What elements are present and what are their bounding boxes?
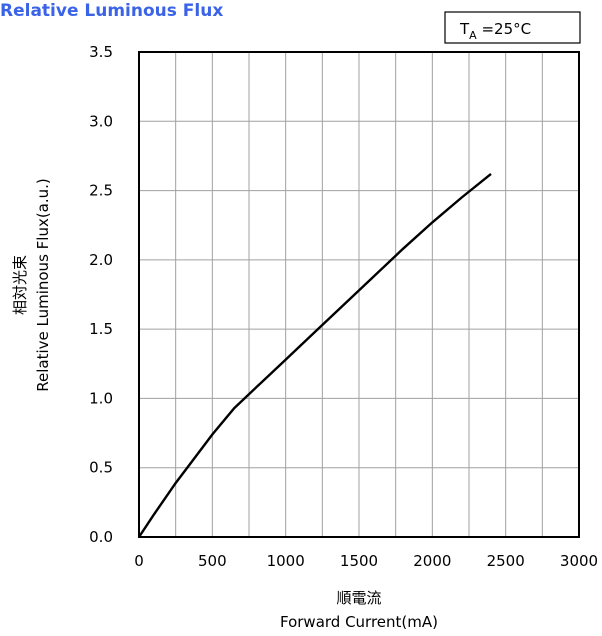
y-tick-label: 0.5 — [89, 459, 113, 477]
x-tick-label: 2000 — [413, 552, 451, 570]
temperature-annotation-box — [444, 11, 581, 44]
grid — [139, 52, 579, 537]
x-axis-label-cn: 順電流 — [336, 589, 381, 607]
x-tick-label: 2500 — [487, 552, 525, 570]
y-tick-label: 3.5 — [89, 43, 113, 61]
y-tick-label: 1.5 — [89, 320, 113, 338]
x-tick-label: 3000 — [560, 552, 598, 570]
y-tick-label: 1.0 — [89, 389, 113, 407]
y-tick-label: 2.0 — [89, 251, 113, 269]
chart-title: Relative Luminous Flux — [0, 1, 223, 21]
y-tick-label: 0.0 — [89, 528, 113, 546]
x-tick-label: 1500 — [340, 552, 378, 570]
y-tick-labels: 0.0 0.5 1.0 1.5 2.0 2.5 3.0 3.5 — [89, 43, 113, 546]
y-axis-label: Relative Luminous Flux(a.u.) — [34, 178, 52, 392]
x-tick-label: 1000 — [267, 552, 305, 570]
y-tick-label: 3.0 — [89, 112, 113, 130]
x-tick-labels: 0 500 1000 1500 2000 2500 3000 — [134, 552, 598, 570]
x-tick-label: 500 — [198, 552, 227, 570]
y-tick-label: 2.5 — [89, 182, 113, 200]
x-tick-label: 0 — [134, 552, 144, 570]
plot-frame — [138, 51, 580, 538]
series-layer — [137, 172, 492, 538]
temperature-annotation-text: TA =25°C — [459, 20, 531, 42]
x-axis-label: Forward Current(mA) — [280, 613, 438, 631]
series-line — [137, 172, 492, 538]
temperature-annotation: TA =25°C — [444, 11, 581, 44]
y-axis-label-cn: 相対光束 — [11, 255, 29, 315]
